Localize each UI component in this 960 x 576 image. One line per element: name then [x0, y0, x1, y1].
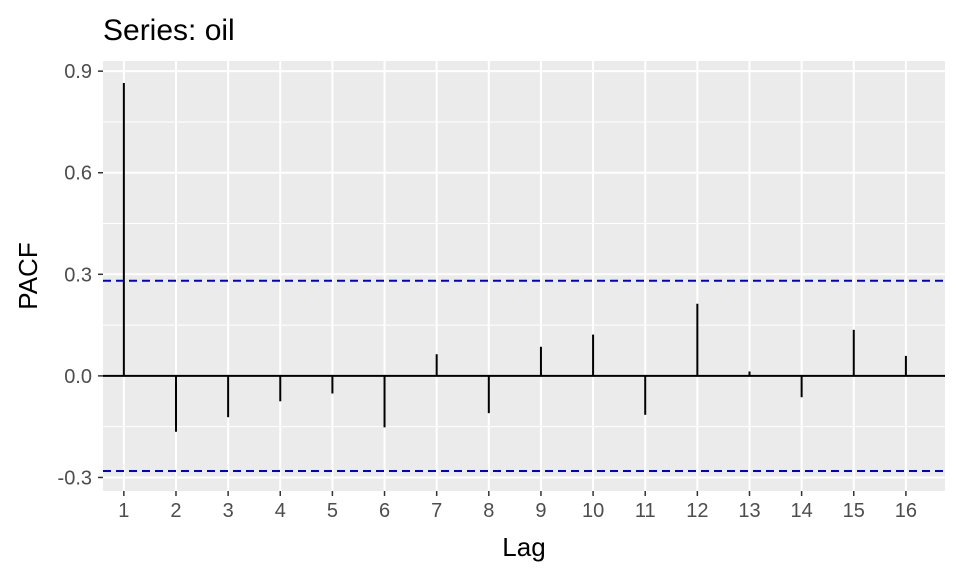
confidence-bounds	[103, 279, 945, 473]
x-tick-label: 13	[738, 500, 760, 522]
pacf-bars	[122, 83, 907, 432]
x-tick-label: 12	[686, 500, 708, 522]
y-tick-label: -0.3	[58, 467, 92, 489]
x-axis-title: Lag	[502, 532, 545, 562]
x-axis: 1 2 3 4 5 6 7 8 9 10 11 12 13 14 15 16	[118, 491, 917, 522]
x-tick-label: 15	[843, 500, 865, 522]
x-tick-label: 4	[275, 500, 286, 522]
x-tick-label: 6	[379, 500, 390, 522]
x-tick-label: 1	[118, 500, 129, 522]
x-tick-label: 3	[223, 500, 234, 522]
x-tick-label: 5	[327, 500, 338, 522]
x-tick-label: 16	[895, 500, 917, 522]
y-axis-title: PACF	[13, 242, 43, 309]
chart-title: Series: oil	[103, 14, 235, 47]
x-tick-label: 10	[582, 500, 604, 522]
x-tick-label: 7	[431, 500, 442, 522]
x-tick-label: 9	[535, 500, 546, 522]
x-tick-label: 8	[483, 500, 494, 522]
x-tick-label: 2	[170, 500, 181, 522]
y-tick-label: 0.6	[64, 163, 92, 185]
x-tick-label: 11	[635, 500, 656, 522]
x-tick-label: 14	[791, 500, 813, 522]
grid-minor	[103, 121, 945, 428]
y-axis: -0.3 0.0 0.3 0.6 0.9	[58, 61, 103, 489]
y-tick-label: 0.9	[64, 61, 92, 83]
y-tick-label: 0.3	[64, 264, 92, 286]
plot-panel	[103, 61, 945, 491]
y-tick-label: 0.0	[64, 366, 92, 388]
